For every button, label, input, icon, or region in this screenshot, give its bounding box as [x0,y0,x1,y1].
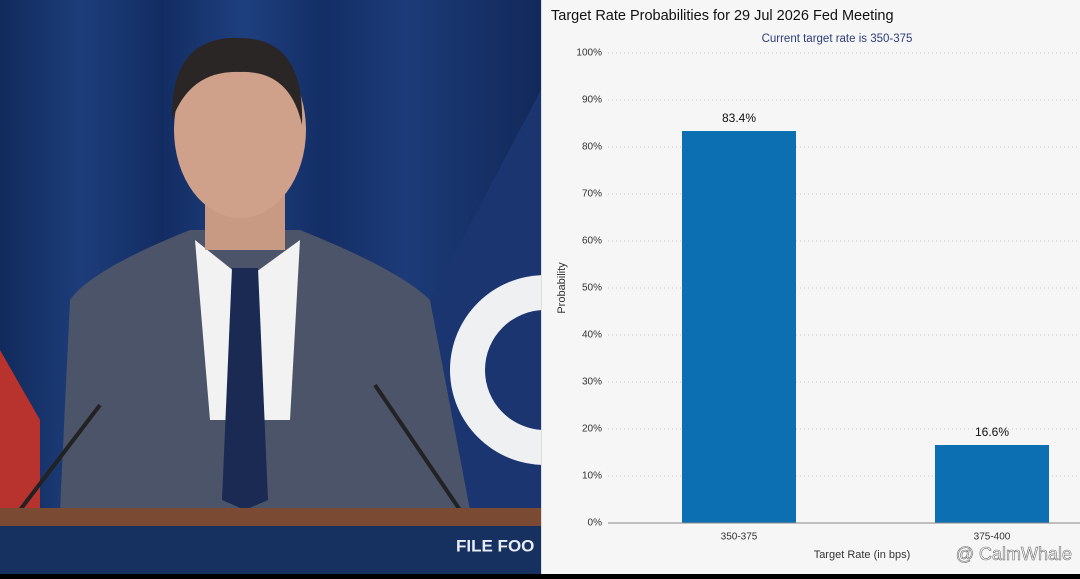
y-tick-label: 50% [582,283,602,294]
x-tick-label: 375-400 [974,532,1011,543]
bar [935,444,1049,523]
y-tick-label: 80% [582,142,602,153]
face [174,42,306,218]
divider [541,0,542,574]
podium-top [0,508,541,526]
microphone [373,383,462,512]
y-axis-title: Probability [556,262,568,314]
bar [682,131,796,523]
y-tick-label: 40% [582,330,602,341]
y-tick-label: 70% [582,189,602,200]
bottom-strip [0,574,1080,579]
y-tick-label: 60% [582,236,602,247]
microphone [18,403,102,512]
x-tick-label: 350-375 [721,532,758,543]
y-tick-label: 30% [582,377,602,388]
y-tick-label: 90% [582,95,602,106]
y-tick-label: 10% [582,471,602,482]
chart-title: Target Rate Probabilities for 29 Jul 202… [551,8,894,24]
plot: 0% 10% 20% 30% 40% 50% 60% 70% 80% 90% 100% 350-375… [576,48,1080,543]
photo: FILE FOO [0,0,541,574]
y-tick-label: 0% [588,518,603,529]
data-label: 83.4% [722,111,756,125]
x-axis-title: Target Rate (in bps) [814,549,911,561]
podium [0,526,541,574]
y-tick-label: 20% [582,424,602,435]
chart-subtitle: Current target rate is 350-375 [762,33,913,45]
podium-text: FILE FOO [456,536,534,555]
y-tick-label: 100% [576,48,602,59]
seal-center [485,310,541,430]
hair [171,37,303,125]
watermark: @ CalmWhale [956,544,1072,564]
flag [0,350,40,510]
data-label: 16.6% [975,425,1009,439]
tie [222,268,268,510]
